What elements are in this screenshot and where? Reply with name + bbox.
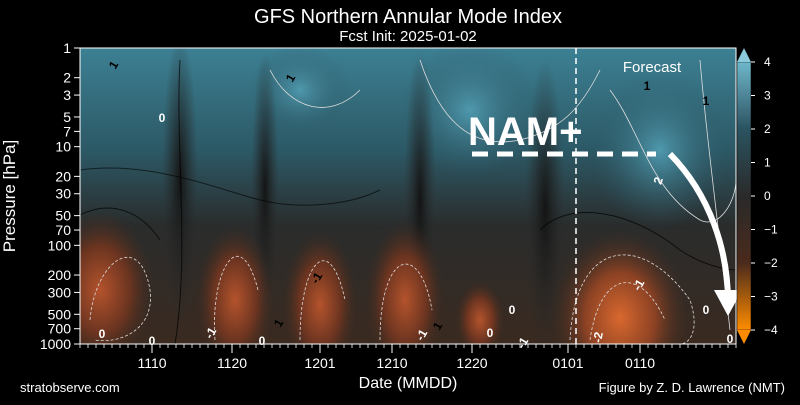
contour-line [419,59,601,143]
x-tick-label: 1201 [304,355,335,371]
y-tick-label: 500 [48,306,72,322]
y-tick-label: 50 [55,208,71,224]
y-tick-label: 3 [63,87,71,103]
x-tick-label: 0110 [625,355,655,371]
colorbar: 4 3 2 1 0 −1 −2 −3 −4 [736,48,778,344]
contour-line [609,89,736,223]
y-tick-label: 2 [63,70,71,86]
chart-title: GFS Northern Annular Mode Index [254,6,562,28]
warm-anomaly [550,210,690,344]
y-tick-label: 30 [55,186,71,202]
contour-line [80,167,381,206]
forecast-label: Forecast [623,59,682,76]
chart-subtitle: Fcst Init: 2025-01-02 [339,28,477,45]
y-tick-label: 700 [48,321,72,337]
x-axis: 1110 1120 1201 1210 1220 0101 0110 [79,344,737,371]
colorbar-tick-label: −4 [764,323,778,337]
contour-line [299,260,346,341]
colorbar-tick-label: 2 [764,122,771,136]
dark-anomaly [162,48,198,330]
colorbar-tick-label: −1 [764,223,778,237]
footer-left-credit: stratobserve.com [20,380,120,395]
y-tick-label: 200 [48,267,72,283]
contour-label: 0 [149,334,156,348]
heatmap-field [80,48,736,344]
colorbar-bottom-extension [737,330,751,344]
y-tick-label: 10 [55,139,71,155]
warm-anomaly [365,220,445,344]
contour-line [379,263,433,341]
colorbar-tick-label: 1 [764,156,771,170]
colorbar-gradient [736,61,752,331]
colorbar-top-extension [737,48,751,62]
contour-label: 0 [727,332,734,346]
contour-label: 1 [644,79,651,93]
y-tick-label: 1 [63,40,71,56]
x-tick-label: 1120 [217,355,247,371]
contour-label: 0 [509,303,516,317]
colorbar-ticks: 4 3 2 1 0 −1 −2 −3 −4 [751,55,778,337]
contour-line [269,69,361,108]
x-tick-label: 1220 [456,355,487,371]
contour-line [214,255,259,341]
colorbar-tick-label: 3 [764,89,771,103]
x-tick-label: 1110 [137,355,166,371]
y-tick-label: 7 [63,123,71,139]
contour-label: 0 [259,334,266,348]
nam-plus-arrowhead [714,290,742,316]
contour-label: 2 [651,175,667,186]
footer-right-credit: Figure by Z. D. Lawrence (NMT) [599,380,785,395]
contour-line [89,257,151,342]
cool-anomaly [400,48,540,180]
warm-anomaly [282,230,358,344]
x-tick-label: 1210 [376,355,407,371]
contour-label: 0 [159,111,166,125]
nam-plus-label: NAM+ [468,110,582,154]
contour-label: 1 [703,94,710,108]
y-tick-label: 20 [55,168,71,184]
nam-plus-annotation: NAM+ [468,110,742,316]
contour-line [569,254,695,344]
warm-anomaly [455,280,505,344]
x-tick-label: 0101 [552,355,583,371]
x-axis-label: Date (MMDD) [359,375,458,392]
colorbar-tick-label: −2 [764,256,778,270]
contour-label: 0 [703,303,710,317]
y-axis-label: Pressure [hPa] [0,140,19,252]
contour-line [589,282,666,341]
nam-plus-arrow [667,151,731,303]
contour-label: -2 [590,331,606,344]
colorbar-tick-label: 0 [764,189,771,203]
warm-anomaly [80,210,155,344]
y-tick-label: 100 [48,237,72,253]
y-tick-label: 70 [55,222,71,238]
contour-line [80,59,183,344]
y-tick-label: 300 [48,284,72,300]
colorbar-tick-label: 4 [764,55,771,69]
y-tick-label: 1000 [40,336,71,352]
warm-anomaly [195,225,275,344]
contour-label: 0 [99,327,106,341]
contour-label: 0 [487,326,494,340]
y-tick-label: 5 [63,109,71,125]
colorbar-tick-label: −3 [764,290,778,304]
